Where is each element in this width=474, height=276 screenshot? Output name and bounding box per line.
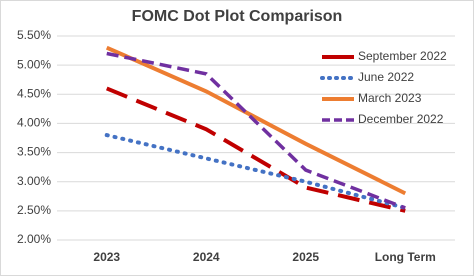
y-tick-label: 5.00% xyxy=(17,57,51,71)
x-tick-label: Long Term xyxy=(375,250,436,264)
y-tick-label: 3.50% xyxy=(17,145,51,159)
x-tick-label: 2023 xyxy=(93,250,120,264)
legend-label: September 2022 xyxy=(358,49,447,63)
x-tick-label: 2024 xyxy=(193,250,220,264)
legend-label: December 2022 xyxy=(358,112,444,126)
legend-label: March 2023 xyxy=(358,91,422,105)
legend-label: June 2022 xyxy=(358,70,414,84)
series-line xyxy=(105,45,407,196)
series-line xyxy=(106,51,406,210)
chart-title: FOMC Dot Plot Comparison xyxy=(132,8,343,25)
y-tick-label: 2.50% xyxy=(17,203,51,217)
series-line xyxy=(104,133,408,210)
series-line xyxy=(105,86,406,213)
y-tick-label: 2.00% xyxy=(17,232,51,246)
y-tick-label: 4.50% xyxy=(17,86,51,100)
x-tick-label: 2025 xyxy=(292,250,319,264)
y-tick-label: 3.00% xyxy=(17,174,51,188)
y-tick-label: 4.00% xyxy=(17,116,51,130)
y-tick-label: 5.50% xyxy=(17,28,51,42)
